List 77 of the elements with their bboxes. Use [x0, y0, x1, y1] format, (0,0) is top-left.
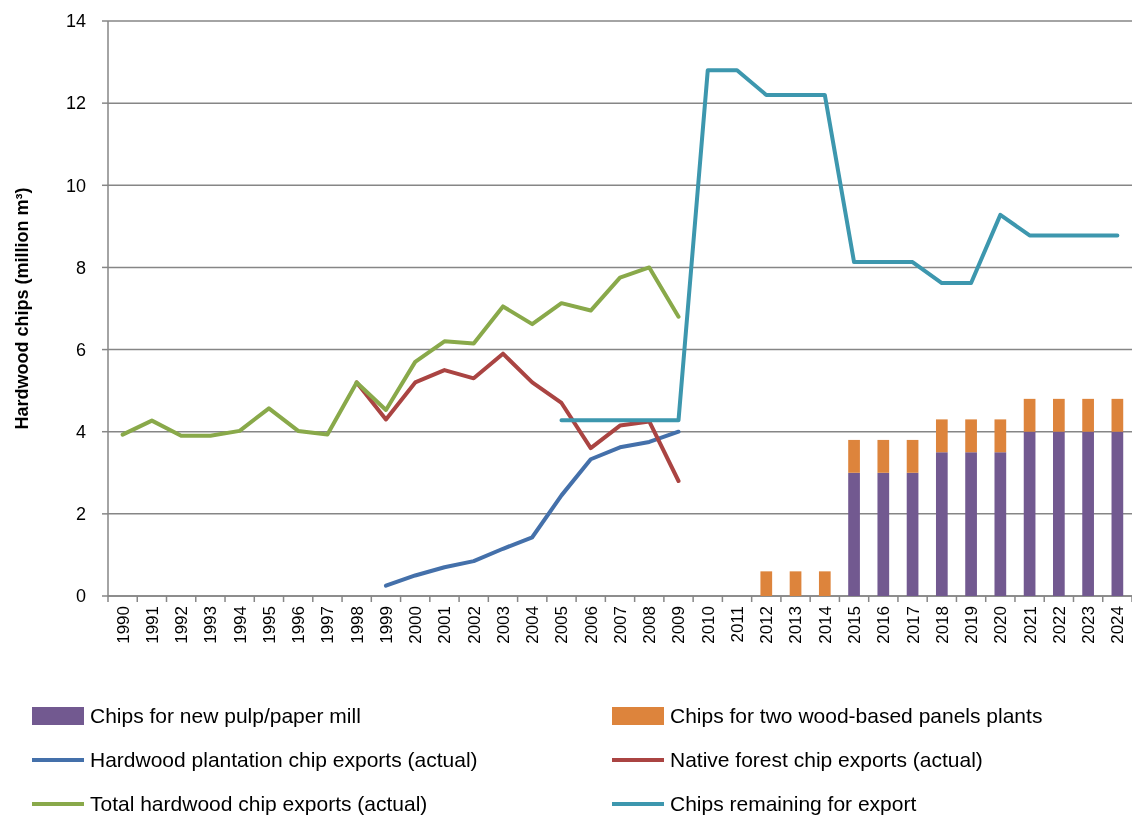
x-tick-label: 2013	[786, 606, 806, 644]
x-tick-label: 2019	[962, 606, 982, 644]
x-tick-label: 2018	[932, 606, 952, 644]
bar	[877, 439, 890, 473]
x-tick-label: 2003	[493, 606, 513, 644]
x-tick-label: 1998	[347, 606, 367, 644]
y-tick-label: 2	[75, 504, 86, 525]
bar	[1082, 398, 1094, 432]
bar	[906, 472, 919, 596]
x-tick-label: 2024	[1108, 606, 1128, 644]
y-tick-label: 10	[65, 175, 86, 196]
x-tick-label: 1995	[259, 606, 279, 644]
bar	[1082, 431, 1094, 596]
bar	[906, 439, 919, 473]
x-tick-label: 1994	[230, 606, 250, 644]
x-tick-label: 1991	[142, 606, 162, 644]
legend-label: Chips remaining for export	[670, 792, 917, 816]
bar	[760, 571, 773, 596]
x-tick-label: 1992	[172, 606, 192, 644]
legend-label: Chips for two wood-based panels plants	[670, 704, 1043, 728]
bar	[1111, 398, 1124, 432]
bar	[965, 452, 977, 596]
x-tick-label: 2007	[610, 606, 630, 644]
line-series	[559, 68, 1120, 423]
x-tick-label: 2011	[727, 606, 747, 643]
x-tick-label: 2009	[669, 606, 689, 644]
x-tick-label: 1997	[318, 606, 338, 644]
bar	[935, 419, 948, 453]
x-tick-label: 2023	[1079, 606, 1099, 644]
bar	[848, 439, 860, 473]
y-tick-label: 6	[75, 339, 86, 360]
bar	[1023, 398, 1036, 432]
line-series	[383, 429, 681, 588]
x-tick-label: 2005	[552, 606, 572, 644]
y-tick-label: 8	[75, 257, 86, 278]
legend-label: Native forest chip exports (actual)	[670, 748, 983, 772]
x-tick-label: 2004	[523, 606, 543, 644]
x-tick-label: 1996	[289, 606, 309, 644]
legend-label: Total hardwood chip exports (actual)	[90, 792, 428, 816]
x-tick-label: 2012	[757, 606, 777, 644]
bar	[1053, 431, 1065, 596]
y-tick-label: 12	[65, 93, 86, 114]
x-tick-label: 2020	[991, 606, 1011, 644]
x-tick-label: 2001	[435, 606, 455, 644]
x-tick-label: 2010	[698, 606, 718, 644]
line-series	[120, 265, 681, 438]
x-tick-label: 1999	[376, 606, 396, 644]
x-tick-label: 2016	[874, 606, 894, 644]
x-tick-label: 2015	[845, 606, 865, 644]
y-axis-title: Hardwood chips (million m³)	[12, 187, 32, 430]
x-tick-label: 1993	[201, 606, 221, 644]
x-tick-label: 1990	[113, 606, 133, 644]
y-tick-label: 14	[65, 11, 86, 32]
bar	[1023, 431, 1036, 596]
bar	[965, 419, 977, 453]
legend-label: Hardwood plantation chip exports (actual)	[90, 748, 478, 772]
x-tick-label: 2006	[581, 606, 601, 644]
x-tick-label: 2014	[815, 606, 835, 644]
bar	[994, 452, 1007, 596]
bar	[1111, 431, 1124, 596]
bar	[935, 452, 948, 596]
x-tick-label: 2022	[1049, 606, 1069, 644]
bar	[818, 571, 831, 596]
x-tick-label: 2017	[903, 606, 923, 644]
bar	[994, 419, 1007, 453]
legend-label: Chips for new pulp/paper mill	[90, 704, 361, 728]
bar	[848, 472, 860, 596]
bar	[789, 571, 802, 596]
y-tick-label: 4	[75, 422, 86, 443]
x-tick-label: 2002	[464, 606, 484, 644]
x-tick-label: 2000	[406, 606, 426, 644]
y-tick-label: 0	[75, 586, 86, 607]
line-series	[354, 351, 681, 483]
bar	[1053, 398, 1065, 432]
x-tick-label: 2021	[1020, 606, 1040, 644]
bar	[877, 472, 890, 596]
x-tick-label: 2008	[640, 606, 660, 644]
